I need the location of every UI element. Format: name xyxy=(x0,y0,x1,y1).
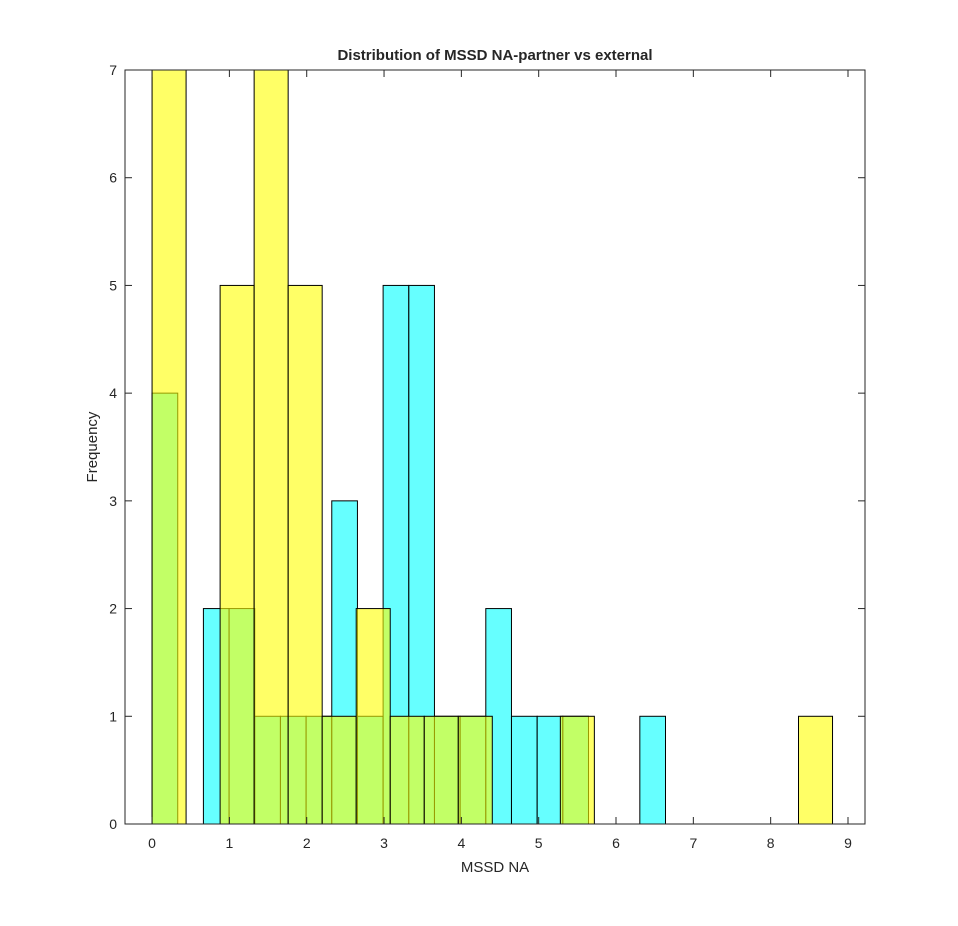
bar-series1-bin3 xyxy=(287,284,323,825)
bar-series1-bin1 xyxy=(219,284,255,825)
x-tick-label: 4 xyxy=(457,835,465,851)
ticks-layer: 0 1 2 3 4 5 6 7 8 9 0 1 2 3 4 5 6 7 xyxy=(109,62,865,851)
bars-layer xyxy=(151,69,834,825)
x-tick-label: 3 xyxy=(380,835,388,851)
y-tick-label: 2 xyxy=(109,601,117,617)
bar-series0-bin13 xyxy=(510,715,538,825)
y-tick-label: 1 xyxy=(109,708,117,724)
x-tick-label: 8 xyxy=(767,835,775,851)
bar-series1-bin7 xyxy=(423,715,459,825)
x-axis-label: MSSD NA xyxy=(461,859,529,876)
plot-frame xyxy=(124,69,866,825)
x-tick-label: 0 xyxy=(148,835,156,851)
y-tick-label: 0 xyxy=(109,816,117,832)
series-1 xyxy=(151,69,834,825)
y-tick-label: 3 xyxy=(109,493,117,509)
bar-series1-bin4 xyxy=(321,715,357,825)
bar-series1-bin10 xyxy=(798,715,834,825)
y-tick-label: 5 xyxy=(109,277,117,293)
y-tick-label: 7 xyxy=(109,62,117,78)
y-tick-label: 4 xyxy=(109,385,117,401)
chart-title: Distribution of MSSD NA-partner vs exter… xyxy=(337,47,652,64)
x-tick-label: 9 xyxy=(844,835,852,851)
x-tick-label: 1 xyxy=(225,835,233,851)
x-tick-label: 2 xyxy=(303,835,311,851)
x-tick-label: 6 xyxy=(612,835,620,851)
bar-series0-bin16 xyxy=(639,715,667,825)
bar-series1-bin9 xyxy=(559,715,595,825)
y-axis-label: Frequency xyxy=(84,411,101,482)
x-tick-label: 5 xyxy=(535,835,543,851)
bar-series1-bin6 xyxy=(389,715,425,825)
x-tick-label: 7 xyxy=(689,835,697,851)
bar-series0-bin14 xyxy=(536,715,564,825)
bar-series1-bin8 xyxy=(457,715,493,825)
bar-series1-bin5 xyxy=(355,608,391,825)
bar-series1-bin0 xyxy=(151,69,187,825)
bar-series1-bin2 xyxy=(253,69,289,825)
y-tick-label: 6 xyxy=(109,170,117,186)
